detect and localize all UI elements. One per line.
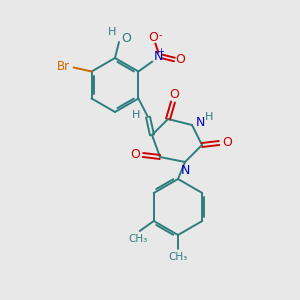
Text: N: N xyxy=(154,50,163,63)
Text: H: H xyxy=(108,27,116,37)
Text: CH₃: CH₃ xyxy=(128,234,147,244)
Text: +: + xyxy=(157,46,164,56)
Text: N: N xyxy=(195,116,205,128)
Text: -: - xyxy=(159,31,162,40)
Text: O: O xyxy=(222,136,232,149)
Text: O: O xyxy=(148,31,158,44)
Text: Br: Br xyxy=(57,60,70,73)
Text: CH₃: CH₃ xyxy=(168,252,188,262)
Text: O: O xyxy=(121,32,131,46)
Text: O: O xyxy=(169,88,179,100)
Text: O: O xyxy=(130,148,140,161)
Text: H: H xyxy=(132,110,140,120)
Text: O: O xyxy=(176,53,185,66)
Text: N: N xyxy=(180,164,190,176)
Text: H: H xyxy=(205,112,213,122)
